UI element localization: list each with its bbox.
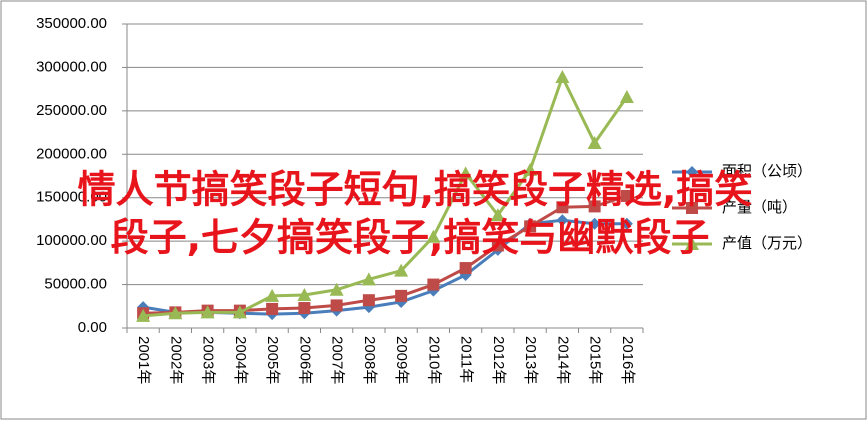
x-tick-label: 2008年 [361, 336, 378, 384]
marker [686, 166, 698, 178]
y-tick-label: 100000.00 [36, 232, 107, 249]
marker [556, 201, 569, 214]
marker [555, 69, 570, 83]
marker [394, 263, 409, 277]
marker [490, 208, 505, 222]
x-tick-label: 2007年 [329, 336, 346, 384]
marker [427, 278, 440, 291]
marker [361, 272, 376, 286]
legend-label: 产值（万元） [722, 235, 812, 252]
marker [619, 89, 634, 103]
marker [587, 135, 602, 149]
overlay-text: 情人节搞笑段子短句,搞笑段子精选,搞笑 [78, 168, 753, 212]
x-tick-label: 2003年 [200, 336, 217, 384]
marker [200, 305, 215, 319]
marker [685, 237, 699, 250]
y-tick-label: 250000.00 [36, 102, 107, 119]
marker [459, 262, 472, 275]
y-tick-label: 0.00 [78, 319, 107, 336]
x-tick-label: 2010年 [425, 336, 442, 384]
x-tick-label: 2006年 [296, 336, 313, 384]
marker [362, 294, 375, 307]
marker [556, 214, 569, 227]
legend-label: 产量（吨） [722, 199, 797, 216]
y-tick-label: 350000.00 [36, 15, 107, 32]
marker [524, 220, 537, 233]
marker [491, 239, 504, 252]
marker [588, 200, 601, 213]
marker [523, 162, 538, 176]
series-line [143, 194, 628, 315]
series-line [143, 73, 629, 318]
x-tick-label: 2013年 [522, 336, 539, 384]
legend-label: 面积（公顷） [722, 163, 812, 180]
marker [588, 217, 601, 230]
x-tick-label: 2002年 [167, 336, 184, 384]
y-tick-label: 200000.00 [36, 145, 107, 162]
marker [426, 229, 441, 243]
marker [168, 306, 183, 320]
marker [266, 302, 279, 315]
y-tick-label: 50000.00 [44, 276, 107, 293]
x-tick-label: 2001年 [135, 336, 152, 384]
marker [686, 202, 698, 214]
x-tick-label: 2015年 [587, 336, 604, 384]
x-tick-label: 2014年 [554, 336, 571, 384]
marker [620, 189, 633, 202]
marker [297, 287, 312, 301]
x-tick-label: 2016年 [619, 336, 636, 384]
overlay-text: 段子,七夕搞笑段子,搞笑与幽默段子 [111, 216, 710, 260]
x-tick-label: 2004年 [232, 336, 249, 384]
marker [620, 217, 633, 230]
y-tick-label: 150000.00 [36, 189, 107, 206]
marker [265, 288, 280, 302]
x-tick-label: 2005年 [264, 336, 281, 384]
x-tick-label: 2009年 [393, 336, 410, 384]
x-tick-label: 2011年 [458, 336, 475, 383]
marker [136, 308, 151, 322]
x-tick-label: 2012年 [490, 336, 507, 384]
marker [298, 302, 311, 315]
marker [395, 289, 408, 302]
marker [330, 299, 343, 312]
marker [232, 305, 247, 319]
marker [458, 166, 473, 180]
marker [329, 282, 344, 296]
y-tick-label: 300000.00 [36, 58, 107, 75]
